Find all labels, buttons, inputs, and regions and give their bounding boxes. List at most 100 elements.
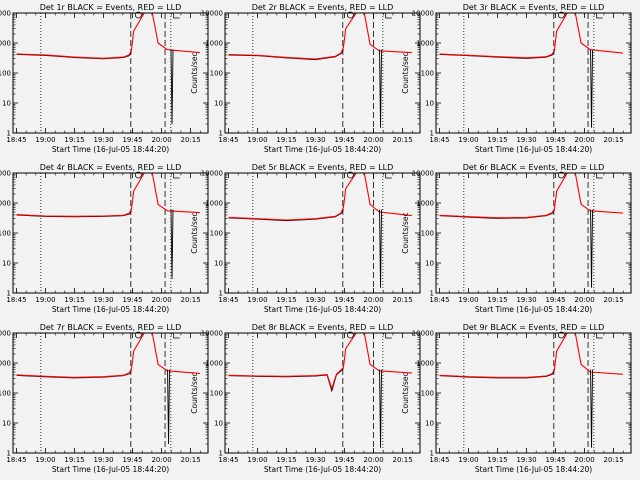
chart-4-xtick-label: 20:00 [151,296,171,304]
chart-3-xtick-label: 20:00 [574,136,594,144]
chart-7-ytick-label: 100 [0,390,11,398]
chart-5-dip-spike [379,209,382,288]
chart-3-xtick-label: 19:45 [545,136,565,144]
chart-6-marker-circle [557,171,565,179]
chart-5-ytick-label: 100 [210,230,223,238]
chart-6-dip-spike [590,209,593,288]
chart-7-marker-circle [134,331,142,339]
chart-4-panel: Det 4r BLACK = Events, RED = LLD Counts/s… [0,163,209,314]
chart-2-xtick-label: 20:00 [363,136,383,144]
chart-7-title: Det 7r BLACK = Events, RED = LLD [40,323,182,332]
chart-3-series-lld [439,13,623,59]
chart-8-ytick-label: 10000 [201,330,223,338]
chart-9-marker-square [596,333,603,339]
chart-7-ytick-label: 10 [2,420,11,428]
chart-9-frame [435,332,632,454]
chart-8-title: Det 8r BLACK = Events, RED = LLD [252,323,394,332]
chart-5-ytick-label: 1000 [205,200,223,208]
chart-4-ytick-label: 1000 [0,200,11,208]
chart-9-ytick-label: 10000 [412,330,434,338]
chart-4-series-lld [16,173,200,217]
chart-1-ytick-label: 100 [0,70,11,78]
chart-8-panel: Det 8r BLACK = Events, RED = LLD Counts/s… [190,323,421,474]
chart-4-plot-area [16,173,200,293]
chart-1-xtick-label: 19:15 [64,136,84,144]
chart-4-title: Det 4r BLACK = Events, RED = LLD [40,163,182,172]
chart-5-series-events [228,209,344,222]
chart-4-marker-square [173,173,180,179]
chart-6-xtick-label: 19:30 [516,296,536,304]
chart-3-ytick-label: 10000 [412,10,434,18]
chart-9-ytick-label: 100 [421,390,434,398]
chart-6-ytick-label: 1 [430,290,434,298]
chart-9-ytick-label: 1000 [416,360,434,368]
chart-1-ytick-label: 10000 [0,10,11,18]
chart-1-xtick-label: 20:15 [180,136,200,144]
chart-1-marker-square [173,13,180,19]
chart-2-panel: Det 2r BLACK = Events, RED = LLD Counts/s… [190,3,421,154]
chart-7-xtick-label: 19:15 [64,456,84,464]
chart-7-xtick-label: 18:45 [6,456,26,464]
chart-9-xtick-label: 19:00 [458,456,478,464]
chart-5-xtick-label: 20:15 [392,296,412,304]
chart-6-panel: Det 6r BLACK = Events, RED = LLD Counts/s… [401,163,632,314]
chart-6-plot-area [439,173,623,293]
chart-6-marker-square [596,173,603,179]
chart-4-ytick-label: 100 [0,230,11,238]
chart-3-marker-square [596,13,603,19]
chart-5-xtick-label: 19:45 [334,296,354,304]
chart-6-frame [435,172,632,294]
chart-9-xtick-label: 18:45 [429,456,449,464]
chart-2-ytick-label: 1 [219,130,223,138]
chart-6-xtick-label: 18:45 [429,296,449,304]
chart-8-marker-square [385,333,392,339]
chart-8-ylabel: Counts/sec [190,372,199,413]
chart-3-xlabel: Start Time (16-Jul-05 18:44:20) [475,145,592,154]
chart-7-xlabel: Start Time (16-Jul-05 18:44:20) [52,465,169,474]
chart-8-series-lld [228,333,412,391]
chart-1-ytick-label: 10 [2,100,11,108]
chart-8-xtick-label: 19:30 [305,456,325,464]
chart-2-xlabel: Start Time (16-Jul-05 18:44:20) [264,145,381,154]
chart-9-series-lld [439,333,623,378]
chart-1-xtick-label: 19:30 [93,136,113,144]
chart-8-xtick-label: 20:15 [392,456,412,464]
chart-1-xlabel: Start Time (16-Jul-05 18:44:20) [52,145,169,154]
chart-9-ylabel: Counts/sec [401,372,410,413]
chart-4-marker-circle [134,171,142,179]
chart-7-series-lld [16,333,200,378]
chart-8-xlabel: Start Time (16-Jul-05 18:44:20) [264,465,381,474]
chart-8-plot-area [228,333,412,453]
chart-2-xtick-label: 19:00 [247,136,267,144]
chart-2-marker-circle [346,11,354,19]
chart-7-ytick-label: 10000 [0,330,11,338]
chart-1-plot-area [16,13,200,133]
chart-6-xlabel: Start Time (16-Jul-05 18:44:20) [475,305,592,314]
chart-2-ytick-label: 100 [210,70,223,78]
chart-5-ytick-label: 10 [214,260,223,268]
chart-7-xtick-label: 19:45 [122,456,142,464]
chart-9-plot-area [439,333,623,453]
chart-8-ytick-label: 1 [219,450,223,458]
chart-3-marker-circle [557,11,565,19]
chart-2-dip-spike [379,49,382,128]
chart-7-xtick-label: 19:30 [93,456,113,464]
chart-6-xtick-label: 20:15 [603,296,623,304]
chart-1-xtick-label: 19:00 [35,136,55,144]
chart-2-ytick-label: 1000 [205,40,223,48]
chart-1-series-lld [16,13,200,59]
chart-2-frame [224,12,421,134]
chart-2-ylabel: Counts/sec [190,52,199,93]
chart-7-xtick-label: 20:15 [180,456,200,464]
chart-9-xtick-label: 19:45 [545,456,565,464]
chart-7-frame [12,332,209,454]
chart-3-frame [435,12,632,134]
chart-5-xtick-label: 19:30 [305,296,325,304]
chart-1-frame [12,12,209,134]
chart-5-frame [224,172,421,294]
chart-4-xtick-label: 19:45 [122,296,142,304]
chart-9-ytick-label: 10 [425,420,434,428]
chart-5-marker-circle [346,171,354,179]
chart-5-title: Det 5r BLACK = Events, RED = LLD [252,163,394,172]
chart-5-xtick-label: 19:00 [247,296,267,304]
